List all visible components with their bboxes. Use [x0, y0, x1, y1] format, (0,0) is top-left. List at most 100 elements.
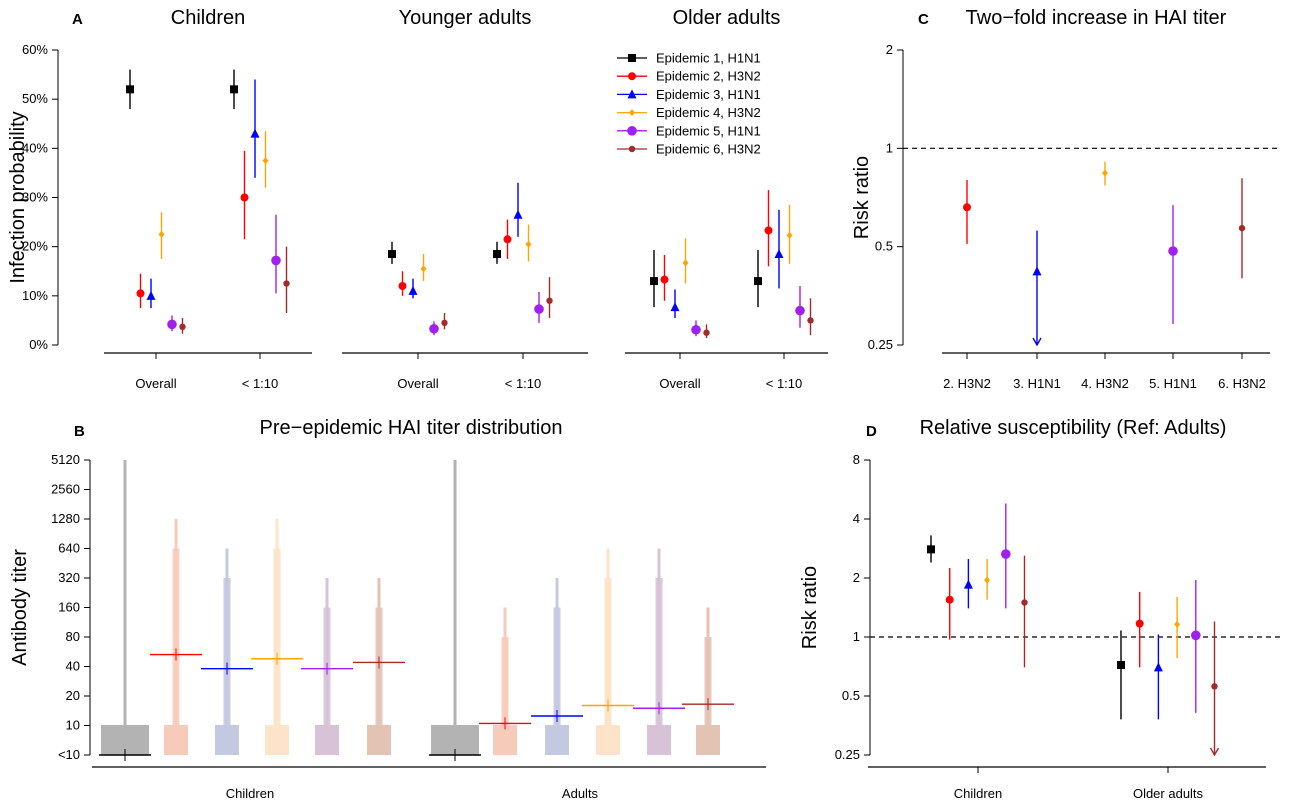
- panel-a-series-1-point: [388, 250, 396, 259]
- panel-c-x-tick-label: 2. H3N2: [943, 376, 991, 391]
- panel-a-series-4-point: [682, 259, 689, 267]
- panel-a-series-2-point: [136, 289, 145, 298]
- panel-c-y-tick-label: 1: [886, 140, 893, 155]
- panel-d-series-2-point: [1135, 619, 1144, 628]
- panel-a-y-tick-label: 20%: [22, 239, 48, 254]
- legend-entry: Epidemic 3, H1N1: [656, 87, 761, 102]
- panel-b-violin-body: [223, 578, 231, 726]
- panel-b-violin-body: [553, 607, 561, 726]
- panel-b-violin-body: [604, 578, 612, 726]
- panel-a-x-tick-label: < 1:10: [242, 376, 279, 391]
- panel-b-violin-base: [696, 725, 720, 755]
- panel-c-x-tick-label: 4. H3N2: [1081, 376, 1129, 391]
- panel-a-series-6-point: [703, 329, 710, 336]
- panel-b-violin-base: [367, 725, 391, 755]
- panel-d-series-5-point: [1001, 549, 1011, 559]
- panel-a-series-1-point: [493, 250, 501, 259]
- panel-d-title: Relative susceptibility (Ref: Adults): [920, 417, 1227, 439]
- panel-c-series-2-point: [963, 203, 971, 212]
- panel-a-series-1-point: [126, 85, 134, 94]
- panel-d-y-label: Risk ratio: [799, 566, 821, 649]
- panel-letter-b: B: [74, 423, 85, 440]
- panel-a-series-5-point: [429, 323, 439, 334]
- panel-c-y-tick-label: 2: [886, 42, 893, 57]
- panel-a-series-2-point: [398, 282, 407, 290]
- panel-b-y-tick-label: 5120: [51, 452, 80, 467]
- panel-c-y-tick-label: 0.5: [875, 239, 893, 254]
- panel-c-series-5-point: [1168, 246, 1178, 256]
- panel-a-series-4-point: [786, 231, 793, 239]
- panel-b-violin-base: [215, 725, 239, 755]
- panel-d-series-4-point: [1174, 620, 1181, 628]
- panel-d-y-tick-label: 1: [853, 629, 860, 644]
- panel-a-y-tick-label: 40%: [22, 140, 48, 155]
- panel-d-y-tick-label: 0.5: [842, 688, 860, 703]
- panel-a-series-4-point: [420, 265, 427, 273]
- panel-b-violin-base: [493, 725, 517, 755]
- legend-marker: [628, 72, 636, 81]
- panel-a-subtitle: Younger adults: [399, 7, 532, 29]
- panel-letter-d: D: [866, 423, 877, 440]
- panel-a-series-2-point: [764, 226, 773, 235]
- panel-a-series-1-point: [754, 277, 762, 286]
- panel-d-series-3-point: [963, 579, 973, 589]
- panel-a-y-label: Infection probability: [7, 111, 29, 283]
- panel-b-x-tick-label: Children: [226, 786, 274, 801]
- panel-a-x-tick-label: Overall: [135, 376, 176, 391]
- panel-c-series-4-point: [1102, 169, 1108, 177]
- panel-b-violin-base: [315, 725, 339, 755]
- panel-d-y-tick-label: 0.25: [835, 747, 860, 762]
- panel-a-series-2-point: [240, 193, 249, 202]
- panel-b-violin-body: [172, 548, 180, 726]
- panel-a-series-6-point: [441, 319, 448, 327]
- panel-c-series-3-point: [1032, 266, 1042, 276]
- panel-b-y-tick-label: 320: [58, 570, 80, 585]
- panel-d-series-1-point: [1117, 660, 1125, 669]
- panel-d-y-tick-label: 4: [853, 511, 860, 526]
- panel-c-series-3-arrow: [1032, 337, 1042, 347]
- legend-entry: Epidemic 6, H3N2: [656, 142, 761, 157]
- panel-c-x-tick-label: 5. H1N1: [1149, 376, 1197, 391]
- panel-b-y-tick-label: 80: [66, 629, 80, 644]
- panel-d-series-1-point: [927, 545, 935, 554]
- panel-d-y-tick-label: 8: [853, 452, 860, 467]
- panel-a-y-tick-label: 60%: [22, 42, 48, 57]
- panel-c-y-label: Risk ratio: [851, 156, 873, 239]
- panel-c-y-tick-label: 0.25: [868, 337, 893, 352]
- panel-a-x-tick-label: < 1:10: [766, 376, 803, 391]
- panel-b-y-tick-label: 640: [58, 541, 80, 556]
- panel-a-x-tick-label: < 1:10: [505, 376, 542, 391]
- panel-a-series-1-point: [230, 85, 238, 94]
- panel-d-series-5-point: [1191, 630, 1201, 641]
- panel-letter-a: A: [72, 11, 83, 28]
- panel-d-x-tick-label: Children: [954, 786, 1002, 801]
- panel-d-series-6-point: [1211, 683, 1218, 690]
- panel-d-x-tick-label: Older adults: [1133, 786, 1204, 801]
- chart-marks: 0% 10% 20% 30% 40% 50% 60% Infection probabilit…: [7, 7, 1282, 801]
- panel-b-violin-body: [704, 637, 712, 726]
- panel-a-subtitle: Children: [171, 7, 245, 29]
- panel-c-series-6-point: [1238, 224, 1246, 232]
- panel-b-violin-body: [655, 578, 663, 726]
- panel-d-series-6-arrow: [1209, 747, 1220, 757]
- panel-a-series-3-point: [408, 285, 418, 295]
- panel-a-series-3-point: [146, 290, 156, 300]
- panel-b-y-label: Antibody titer: [9, 549, 31, 666]
- legend-marker: [627, 89, 637, 99]
- legend-entry: Epidemic 4, H3N2: [656, 105, 761, 120]
- panel-a-series-6-point: [179, 323, 186, 331]
- panel-a-y-tick-label: 50%: [22, 91, 48, 106]
- panel-b-violin-tail: [123, 460, 127, 725]
- panel-a-series-4-point: [158, 230, 165, 238]
- panel-a-y-tick-label: 0%: [29, 337, 48, 352]
- panel-b-y-tick-label: 20: [66, 688, 80, 703]
- panel-d-series-6-point: [1021, 599, 1028, 606]
- legend-marker: [629, 109, 635, 117]
- panel-a-series-5-point: [534, 304, 544, 314]
- panel-a-series-3-point: [513, 209, 523, 219]
- panel-b-y-tick-label: 40: [66, 659, 80, 674]
- panel-c-x-tick-label: 6. H3N2: [1218, 376, 1266, 391]
- legend-entry: Epidemic 1, H1N1: [656, 51, 761, 66]
- legend-marker: [627, 126, 637, 136]
